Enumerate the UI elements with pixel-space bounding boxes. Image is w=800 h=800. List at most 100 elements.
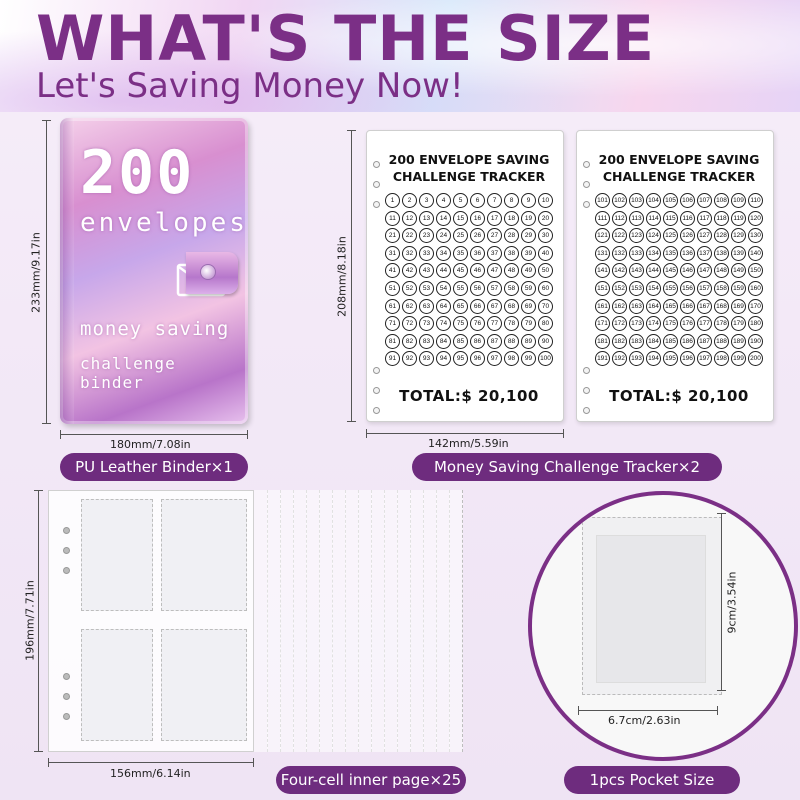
tracker-number-circle: 50 (538, 263, 553, 279)
stacked-page-edge (254, 490, 268, 752)
tracker-number-circle: 91 (385, 351, 400, 367)
tracker-number-circle: 38 (504, 245, 519, 261)
tracker-number-circle: 42 (402, 263, 417, 279)
tracker-number-circle: 65 (453, 298, 468, 314)
tracker-number-circle: 174 (646, 316, 661, 332)
stacked-page-edge (449, 490, 463, 752)
tracker-number-circle: 8 (504, 193, 519, 208)
tracker-number-circle: 79 (521, 316, 536, 332)
tracker-number-circle: 75 (453, 316, 468, 332)
tracker-number-circle: 191 (595, 351, 610, 367)
tracker-number-circle: 20 (538, 210, 553, 226)
tracker-number-circle: 53 (419, 280, 434, 296)
tracker-number-circle: 188 (714, 333, 729, 349)
inner-page-width-line (48, 758, 254, 767)
tracker-number-circle: 160 (748, 280, 763, 296)
tracker-number-circle: 152 (612, 280, 627, 296)
tracker-number-circle: 40 (538, 245, 553, 261)
tracker-number-circle: 179 (731, 316, 746, 332)
punch-hole (373, 201, 380, 208)
binder-line1: money saving (80, 318, 230, 340)
tracker-number-circle: 55 (453, 280, 468, 296)
tracker-title-line1: 200 ENVELOPE SAVING (388, 152, 550, 167)
tracker-number-circle: 62 (402, 298, 417, 314)
tracker-number-circle: 112 (612, 210, 627, 226)
tracker-number-circle: 134 (646, 245, 661, 261)
card-pocket (81, 629, 153, 741)
tracker-number-circle: 5 (453, 193, 468, 208)
tracker-number-circle: 17 (487, 210, 502, 226)
tracker-number-circle: 1 (385, 193, 400, 208)
tracker-number-circle: 60 (538, 280, 553, 296)
inner-pages-stack (48, 490, 468, 752)
tracker-title: 200 ENVELOPE SAVING CHALLENGE TRACKER (591, 151, 767, 185)
tracker-title-line2: CHALLENGE TRACKER (392, 169, 546, 184)
binder-width-label: 180mm/7.08in (110, 438, 191, 451)
tracker-number-circle: 57 (487, 280, 502, 296)
tracker-number-circle: 127 (697, 228, 712, 244)
tracker-total: TOTAL:$ 20,100 (609, 387, 749, 405)
tracker-number-circle: 88 (504, 333, 519, 349)
tracker-number-circle: 146 (680, 263, 695, 279)
stacked-page-edge (267, 490, 281, 752)
tracker-number-circle: 28 (504, 228, 519, 244)
tracker-number-circle: 74 (436, 316, 451, 332)
tracker-number-circle: 77 (487, 316, 502, 332)
stacked-page-edge (384, 490, 398, 752)
tracker-number-circle: 11 (385, 210, 400, 226)
tracker-number-circle: 83 (419, 333, 434, 349)
tracker-number-circle: 137 (697, 245, 712, 261)
tracker-number-circle: 159 (731, 280, 746, 296)
tracker-number-circle: 34 (436, 245, 451, 261)
tracker-number-circle: 64 (436, 298, 451, 314)
tracker-number-circle: 33 (419, 245, 434, 261)
tracker-number-circle: 12 (402, 210, 417, 226)
tracker-number-circle: 58 (504, 280, 519, 296)
tracker-number-circle: 170 (748, 298, 763, 314)
tracker-number-circle: 197 (697, 351, 712, 367)
tracker-number-circle: 200 (748, 351, 763, 367)
tracker-number-circle: 199 (731, 351, 746, 367)
tracker-number-circle: 192 (612, 351, 627, 367)
tracker-number-circle: 10 (538, 193, 553, 208)
tracker-number-circle: 153 (629, 280, 644, 296)
tracker-number-circle: 130 (748, 228, 763, 244)
tracker-number-circle: 194 (646, 351, 661, 367)
tracker-number-circle: 99 (521, 351, 536, 367)
tracker-number-circle: 102 (612, 193, 627, 208)
tracker-number-circle: 68 (504, 298, 519, 314)
tracker-number-circle: 76 (470, 316, 485, 332)
tracker-number-circle: 49 (521, 263, 536, 279)
binder-caption: PU Leather Binder×1 (60, 453, 248, 481)
tracker-number-circle: 117 (697, 210, 712, 226)
card-pocket (81, 499, 153, 611)
pocket-height-label: 9cm/3.54in (725, 571, 739, 634)
tracker-number-circle: 162 (612, 298, 627, 314)
punch-hole (373, 367, 380, 374)
tracker-number-circle: 113 (629, 210, 644, 226)
binder-ring-hole (63, 713, 70, 720)
tracker-sheet-2: 200 ENVELOPE SAVING CHALLENGE TRACKER 10… (576, 130, 774, 422)
tracker-number-circle: 72 (402, 316, 417, 332)
tracker-number-circle: 126 (680, 228, 695, 244)
page-subtitle: Let's Saving Money Now! (36, 66, 464, 106)
tracker-number-circle: 48 (504, 263, 519, 279)
binder-ring-hole (63, 527, 70, 534)
tracker-number-circle: 147 (697, 263, 712, 279)
tracker-number-circle: 145 (663, 263, 678, 279)
tracker-number-circle: 164 (646, 298, 661, 314)
stacked-page-edge (306, 490, 320, 752)
snap-button-icon (200, 264, 216, 280)
binder-width-line (60, 430, 248, 439)
tracker-number-circle: 181 (595, 333, 610, 349)
tracker-number-circle: 163 (629, 298, 644, 314)
tracker-number-circle: 123 (629, 228, 644, 244)
binder-word: envelopes (80, 208, 248, 238)
tracker-number-circle: 73 (419, 316, 434, 332)
tracker-number-circle: 66 (470, 298, 485, 314)
tracker-number-circle: 178 (714, 316, 729, 332)
tracker-number-circle: 92 (402, 351, 417, 367)
tracker-number-circle: 31 (385, 245, 400, 261)
tracker-number-circle: 141 (595, 263, 610, 279)
tracker-number-circle: 125 (663, 228, 678, 244)
